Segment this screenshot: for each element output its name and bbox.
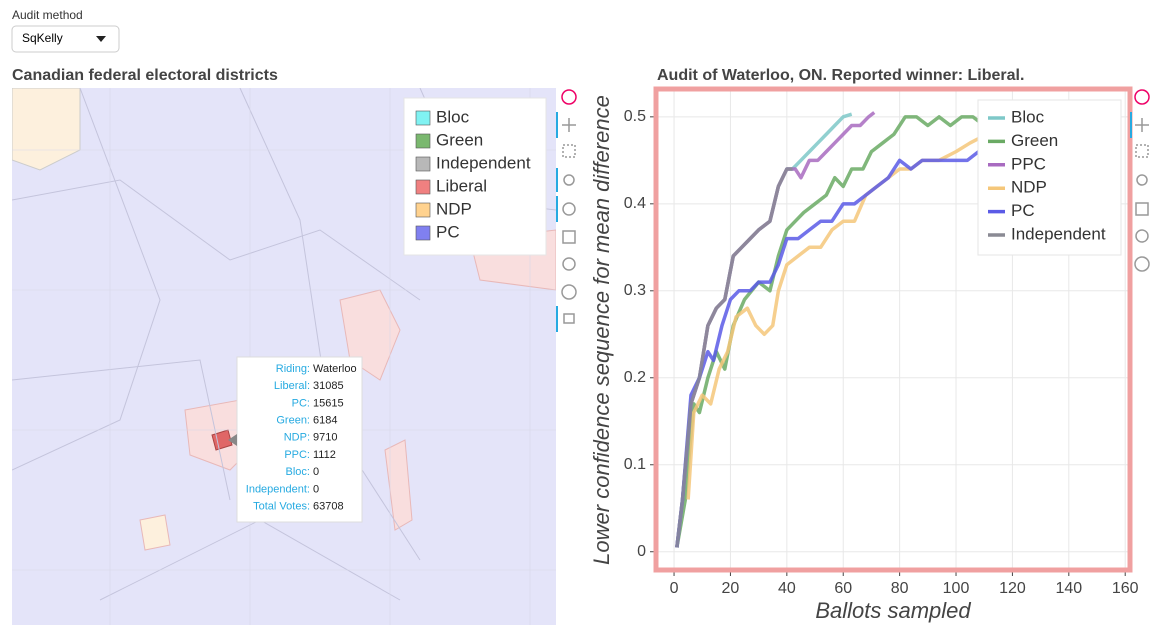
box-zoom-tool[interactable] xyxy=(1135,144,1149,158)
legend-swatch xyxy=(415,202,431,218)
select-value: SqKelly xyxy=(22,31,63,45)
tooltip-value: 63708 xyxy=(313,501,344,513)
save-tool[interactable] xyxy=(562,230,576,244)
logo xyxy=(561,89,577,105)
tooltip-value: 1112 xyxy=(313,449,336,461)
tooltip-value: 0 xyxy=(313,483,319,495)
legend-label: PC xyxy=(1011,201,1035,220)
legend-swatch xyxy=(415,179,431,195)
legend-label: Bloc xyxy=(1011,107,1045,126)
reset-tool[interactable] xyxy=(562,257,576,271)
x-tick-label: 80 xyxy=(891,580,909,597)
x-tick-label: 140 xyxy=(1055,580,1082,597)
tooltip-value: Waterloo xyxy=(313,363,357,375)
y-tick-label: 0 xyxy=(637,543,646,560)
x-tick-label: 60 xyxy=(834,580,852,597)
map-toolbar xyxy=(556,89,577,332)
y-tick-label: 0.2 xyxy=(624,369,646,386)
legend-label: PPC xyxy=(1011,154,1046,173)
save-tool[interactable] xyxy=(1135,202,1149,216)
x-tick-label: 40 xyxy=(778,580,796,597)
legend-label: Green xyxy=(436,130,483,149)
help-tool[interactable] xyxy=(1134,256,1150,272)
series-line xyxy=(675,112,853,548)
tooltip-label: Liberal: xyxy=(274,380,310,392)
plot-outline xyxy=(653,86,1133,573)
box-zoom-tool[interactable] xyxy=(562,144,576,158)
tooltip-value: 0 xyxy=(313,466,319,478)
map-title: Canadian federal electoral districts xyxy=(12,67,278,84)
legend-swatch xyxy=(415,133,431,149)
tooltip-arrow xyxy=(228,434,237,446)
series-line xyxy=(686,137,980,500)
tooltip-value: 6184 xyxy=(313,415,337,427)
chart-legend xyxy=(977,99,1122,256)
y-tick-label: 0.1 xyxy=(624,456,646,473)
logo xyxy=(1134,89,1150,105)
series-line xyxy=(675,167,793,548)
legend-label: Green xyxy=(1011,131,1058,150)
wheel-zoom-tool[interactable] xyxy=(563,174,575,186)
x-tick-label: 20 xyxy=(722,580,740,597)
wheel-zoom-tool[interactable] xyxy=(1136,174,1148,186)
line-chart: Audit of Waterloo, ON. Reported winner: … xyxy=(589,67,1139,623)
region xyxy=(12,88,81,171)
legend-label: Independent xyxy=(1011,224,1106,243)
y-axis-label: Lower confidence sequence for mean diffe… xyxy=(589,95,614,565)
help-tool[interactable] xyxy=(561,284,577,300)
select-arrow xyxy=(96,36,106,42)
legend-swatch xyxy=(415,225,431,241)
tooltip-label: PC: xyxy=(292,397,310,409)
legend-label: NDP xyxy=(436,199,472,218)
chart-title: Audit of Waterloo, ON. Reported winner: … xyxy=(657,67,1024,84)
tooltip-value: 31085 xyxy=(313,380,344,392)
tooltip-label: Independent: xyxy=(246,483,310,495)
y-tick-label: 0.3 xyxy=(624,282,646,299)
legend-swatch xyxy=(415,110,431,126)
hover-tool[interactable] xyxy=(563,313,575,324)
x-tick-label: 160 xyxy=(1112,580,1139,597)
x-tick-label: 100 xyxy=(943,580,970,597)
series-line xyxy=(675,115,980,548)
control-label: Audit method xyxy=(12,8,83,22)
tooltip-label: Bloc: xyxy=(286,466,310,478)
x-axis-label: Ballots sampled xyxy=(815,598,971,623)
tooltip-label: Green: xyxy=(276,415,310,427)
legend-label: Liberal xyxy=(436,176,487,195)
chart-toolbar xyxy=(1130,89,1150,272)
legend-swatch xyxy=(415,156,431,172)
tooltip xyxy=(236,356,363,523)
zoom-tool[interactable] xyxy=(562,202,576,216)
legend-label: PC xyxy=(436,222,460,241)
y-tick-label: 0.4 xyxy=(624,195,646,212)
region xyxy=(384,439,413,531)
pan-tool[interactable] xyxy=(1135,118,1149,132)
x-tick-label: 0 xyxy=(670,580,679,597)
tooltip-label: Riding: xyxy=(276,363,310,375)
waterloo[interactable] xyxy=(211,429,233,451)
x-tick-label: 120 xyxy=(999,580,1026,597)
map: Bloc Green Independent Liberal NDP PC Riding:… xyxy=(12,88,556,625)
y-tick-label: 0.5 xyxy=(624,108,646,125)
select[interactable] xyxy=(11,25,120,53)
tooltip-label: PPC: xyxy=(284,449,310,461)
series-line xyxy=(675,150,980,548)
tooltip-label: Total Votes: xyxy=(253,501,310,513)
legend-label: NDP xyxy=(1011,178,1047,197)
region xyxy=(139,514,171,551)
tooltip-label: NDP: xyxy=(284,432,310,444)
pan-tool[interactable] xyxy=(562,118,576,132)
tooltip-value: 9710 xyxy=(313,432,337,444)
legend-label: Independent xyxy=(436,153,531,172)
tooltip-value: 15615 xyxy=(313,397,344,409)
reset-tool[interactable] xyxy=(1135,229,1149,243)
legend-label: Bloc xyxy=(436,107,470,126)
